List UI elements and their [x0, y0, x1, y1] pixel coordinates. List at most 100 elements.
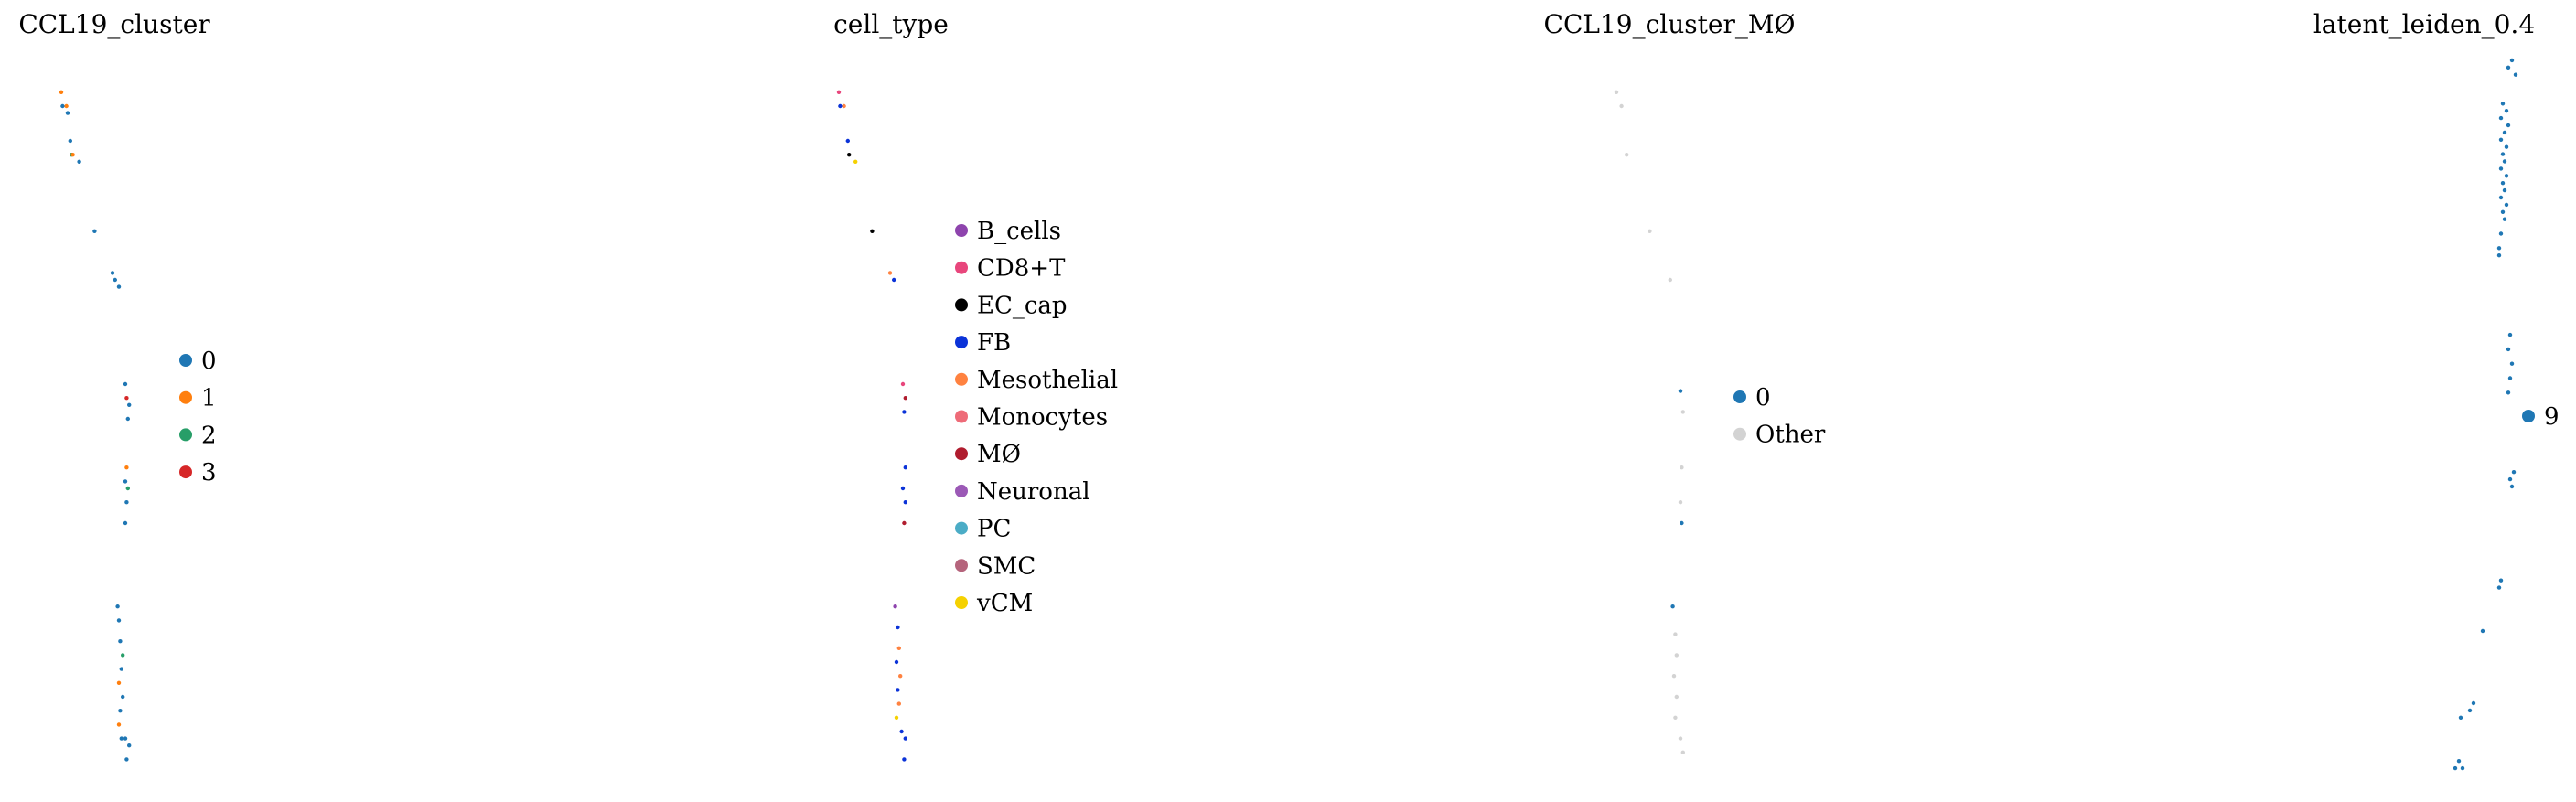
scatter-point	[123, 381, 128, 387]
legend-marker	[179, 354, 192, 367]
scatter-point	[2504, 202, 2509, 208]
scatter-point	[110, 271, 115, 275]
legend-label: vCM	[976, 590, 1033, 617]
scatter-point	[2506, 347, 2511, 352]
scatter-point	[887, 271, 893, 275]
scatter-point	[870, 229, 875, 233]
legend-label: CD8+T	[977, 255, 1066, 283]
legend-label: 3	[201, 459, 217, 487]
scatter-point	[2498, 578, 2504, 583]
legend-label: Mesothelial	[977, 367, 1118, 394]
legend-label: MØ	[977, 441, 1021, 468]
scatter-point	[2500, 181, 2506, 186]
scatter-point	[896, 688, 900, 692]
scatter-point	[68, 138, 73, 144]
scatter-point	[1674, 653, 1680, 658]
scatter-point	[1670, 604, 1675, 609]
scatter-point	[1680, 410, 1686, 414]
panel-ccl19-cluster: CCL19_cluster 0 1 2 3	[18, 9, 217, 762]
legend-label: PC	[977, 516, 1011, 543]
legend-marker	[955, 372, 968, 386]
scatter-point	[1673, 632, 1678, 636]
scatter-point	[127, 743, 132, 748]
legend-marker	[955, 410, 968, 423]
scatter-point	[2502, 159, 2507, 164]
scatter-point	[64, 103, 69, 109]
scatter-point	[2506, 390, 2511, 395]
scatter-point	[60, 103, 65, 109]
scatter-point	[124, 757, 129, 762]
legend-label: 9	[2544, 403, 2560, 431]
scatter-point	[92, 229, 97, 233]
scatter-point	[893, 604, 897, 609]
panel-cell-type: cell_type B_cells CD8+T EC_cap FB Mesothelia…	[833, 9, 1118, 762]
scatter-point	[2500, 102, 2506, 106]
panel-title: CCL19_cluster_MØ	[1544, 9, 1796, 39]
scatter-point	[1625, 153, 1629, 157]
scatter-point	[2498, 137, 2504, 142]
scatter-point	[113, 277, 117, 283]
panel-title: cell_type	[833, 9, 949, 39]
legend-marker	[1733, 427, 1746, 441]
legend-label: Monocytes	[977, 404, 1108, 432]
scatter-point	[894, 715, 899, 720]
scatter-point	[2509, 484, 2515, 489]
panel-ccl19-cluster-mo: CCL19_cluster_MØ 0 Other	[1544, 9, 1826, 754]
scatter-point	[116, 618, 122, 623]
scatter-point	[847, 153, 852, 157]
scatter-points	[1614, 90, 1686, 754]
scatter-point	[1678, 500, 1683, 505]
scatter-point	[1648, 229, 1652, 233]
legend-marker	[179, 428, 192, 442]
scatter-point	[902, 520, 907, 526]
scatter-point	[2506, 65, 2511, 70]
scatter-point	[2496, 585, 2502, 590]
panel-title: CCL19_cluster	[18, 9, 210, 39]
scatter-point	[2504, 144, 2509, 149]
scatter-point	[903, 736, 907, 741]
scatter-point	[115, 604, 120, 609]
scatter-point	[1674, 694, 1680, 700]
scatter-point	[900, 486, 906, 491]
scatter-point	[121, 694, 125, 700]
scatter-point	[2504, 174, 2509, 178]
scatter-point	[2480, 628, 2485, 634]
scatter-point	[903, 396, 907, 401]
scatter-point	[900, 381, 906, 387]
scatter-point	[2509, 361, 2515, 366]
scatter-point	[2500, 209, 2506, 214]
legend-marker	[2522, 410, 2535, 422]
scatter-point	[124, 465, 129, 470]
scatter-point	[903, 465, 907, 470]
scatter-point	[1619, 103, 1624, 109]
panel-title: latent_leiden_0.4	[2313, 9, 2535, 39]
scatter-point	[2471, 700, 2476, 706]
legend-marker	[955, 298, 968, 312]
legend-marker	[955, 336, 968, 349]
scatter-point	[896, 646, 901, 650]
scatter-point	[123, 520, 128, 526]
legend-marker	[955, 484, 968, 497]
scatter-point	[70, 153, 75, 157]
panel-latent-leiden: latent_leiden_0.4 9	[2313, 9, 2560, 771]
scatter-point	[1678, 736, 1683, 741]
scatter-point	[118, 639, 123, 644]
scatter-point	[59, 90, 64, 95]
scatter-point	[1614, 90, 1619, 95]
legend-marker	[179, 465, 192, 479]
scatter-point	[124, 500, 129, 505]
scatter-point	[2500, 152, 2506, 156]
scatter-point	[902, 410, 907, 414]
scatter-point	[902, 757, 907, 762]
legend-label: Neuronal	[977, 478, 1090, 506]
scatter-point	[1671, 674, 1677, 679]
scatter-point	[2453, 765, 2458, 771]
scatter-points	[2453, 58, 2518, 771]
scatter-point	[2502, 187, 2507, 193]
scatter-point	[842, 103, 846, 109]
scatter-point	[2498, 115, 2504, 121]
scatter-points	[59, 90, 132, 762]
scatter-point	[2456, 759, 2462, 764]
scatter-point	[896, 701, 901, 706]
